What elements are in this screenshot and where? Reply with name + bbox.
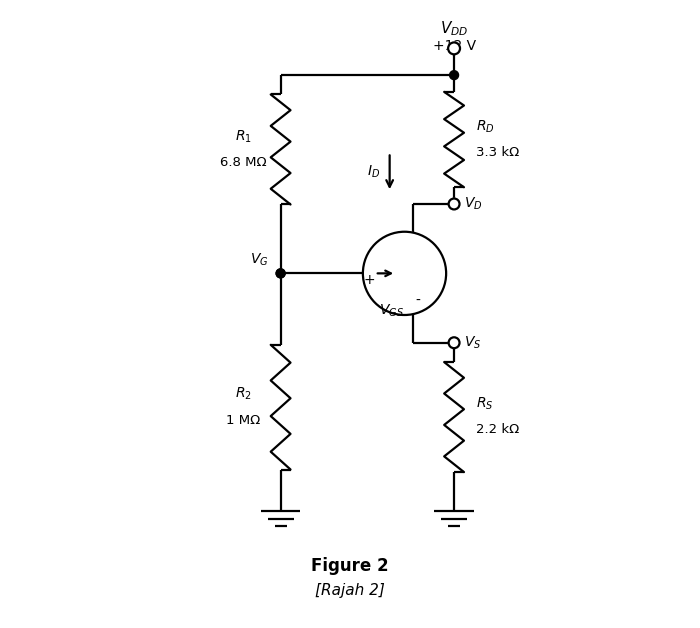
- Circle shape: [449, 71, 459, 80]
- Text: -: -: [415, 294, 420, 308]
- Text: 6.8 MΩ: 6.8 MΩ: [220, 156, 266, 169]
- Text: $R_2$: $R_2$: [234, 386, 251, 403]
- Text: $V_{DD}$: $V_{DD}$: [440, 19, 468, 38]
- Circle shape: [276, 269, 285, 278]
- Text: 2.2 kΩ: 2.2 kΩ: [476, 423, 519, 436]
- Text: $V_D$: $V_D$: [464, 196, 482, 212]
- Text: 3.3 kΩ: 3.3 kΩ: [476, 146, 519, 159]
- Circle shape: [449, 198, 459, 209]
- Circle shape: [363, 232, 446, 315]
- Circle shape: [276, 269, 285, 278]
- Text: $R_1$: $R_1$: [234, 128, 251, 145]
- Text: [Rajah 2]: [Rajah 2]: [315, 583, 385, 598]
- Text: $R_D$: $R_D$: [476, 119, 495, 135]
- Text: $V_{GS}$: $V_{GS}$: [379, 303, 404, 319]
- Text: $V_S$: $V_S$: [464, 335, 482, 351]
- Text: 1 MΩ: 1 MΩ: [226, 414, 260, 426]
- Text: $V_G$: $V_G$: [250, 252, 269, 268]
- Text: +12 V: +12 V: [433, 40, 475, 53]
- Circle shape: [448, 43, 460, 54]
- Text: +: +: [363, 273, 374, 287]
- Text: Figure 2: Figure 2: [312, 557, 388, 575]
- Text: $I_D$: $I_D$: [367, 164, 379, 180]
- Circle shape: [449, 337, 459, 348]
- Text: $R_S$: $R_S$: [476, 396, 494, 413]
